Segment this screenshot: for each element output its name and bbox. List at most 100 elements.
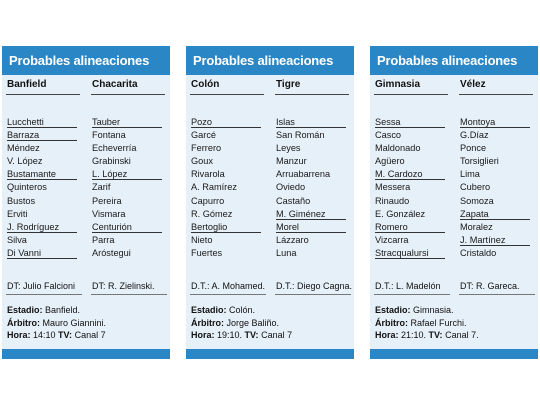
player-name: Casco <box>375 130 402 141</box>
match-info-row: Hora: 21:10. TV: Canal 7. <box>375 329 479 342</box>
team-name-home: Banfield <box>7 79 47 90</box>
player-list-away: Montoya G.Díaz Ponce Torsiglieri Lima Cubero S… <box>460 116 531 260</box>
team-header-rule <box>91 94 165 95</box>
player-name: V. López <box>7 156 43 167</box>
player-name: Maldonado <box>375 143 421 154</box>
match-info-row: Hora: 19:10. TV: Canal 7 <box>191 329 292 342</box>
player-name: Capurro <box>191 195 225 206</box>
hora-label: Hora: <box>375 330 399 340</box>
player-name: Lázzaro <box>276 234 309 245</box>
player-name: San Román <box>276 130 325 141</box>
panel-bottom-bar <box>370 349 538 359</box>
player-name: Arruabarrena <box>276 169 331 180</box>
team-name-away: Chacarita <box>92 79 138 90</box>
player-name: Cristaldo <box>460 247 497 258</box>
hora-value: 21:10. <box>398 330 429 340</box>
panel-body-background <box>186 75 354 349</box>
player-name: A. Ramírez <box>191 182 237 193</box>
match-info: Estadio: Colón. Árbitro: Jorge Baliño. Hor… <box>191 304 292 342</box>
player-name: Lima <box>460 169 480 180</box>
player-name: Méndez <box>7 143 40 154</box>
player-name: Vizcarra <box>375 234 409 245</box>
player-name: M. Cardozo <box>375 168 445 181</box>
match-info: Estadio: Banfield. Árbitro: Mauro Giannin… <box>7 304 106 342</box>
player-name: Garcé <box>191 130 217 141</box>
team-header-rule <box>459 94 533 95</box>
player-name: Leyes <box>276 143 301 154</box>
player-name: Luna <box>276 247 297 258</box>
match-panel-3: Probables alineaciones Gimnasia Sessa Casco… <box>370 46 538 359</box>
coach-rule <box>91 294 167 295</box>
player-name: Ponce <box>460 143 487 154</box>
player-name: Bertoglio <box>191 221 261 234</box>
player-name: Di Vanni <box>7 247 78 260</box>
team-name-home: Colón <box>191 79 220 90</box>
player-name: Grabinski <box>92 156 131 167</box>
player-name: Bustos <box>7 195 36 206</box>
hora-value: 14:10 <box>30 330 59 340</box>
arbitro-value: Jorge Baliño. <box>224 317 280 328</box>
panel-title: Probables alineaciones <box>2 46 170 75</box>
match-info-row: Árbitro: Jorge Baliño. <box>191 317 292 330</box>
team-name-home: Gimnasia <box>375 79 421 90</box>
player-list-away: Islas San Román Leyes Manzur Arruabarrena Ovi… <box>276 116 347 260</box>
player-name: Castaño <box>276 195 311 206</box>
coach-home: DT: Julio Falcioni <box>7 281 76 291</box>
player-list-home: Lucchetti Barraza Méndez V. López Bustamante… <box>7 116 78 260</box>
player-name: Romero <box>375 221 445 234</box>
arbitro-value: Rafael Furchi. <box>408 317 467 328</box>
player-list-away: Tauber Fontana Echeverría Grabinski L. López… <box>92 116 163 260</box>
coach-away: DT: R. Gareca. <box>460 281 520 291</box>
player-name: Parra <box>92 234 115 245</box>
team-header-rule <box>6 94 80 95</box>
match-info-row: Estadio: Banfield. <box>7 304 106 317</box>
player-name: Bustamante <box>7 168 78 181</box>
estadio-value: Colón. <box>226 305 256 315</box>
player-name: Zarif <box>92 182 111 193</box>
match-info-row: Estadio: Colón. <box>191 304 292 317</box>
coach-rule <box>6 294 82 295</box>
coach-rule <box>374 294 450 295</box>
panel-title: Probables alineaciones <box>370 46 538 75</box>
panel-bottom-bar <box>2 349 170 359</box>
player-name: Somoza <box>460 195 494 206</box>
player-name: Pozo <box>191 116 261 129</box>
coach-home: D.T.: A. Mohamed. <box>191 281 266 291</box>
team-header-rule <box>190 94 264 95</box>
player-name: Islas <box>276 116 347 129</box>
tv-label: TV: <box>428 330 443 340</box>
hora-value: 19:10. <box>214 330 245 340</box>
player-name: Agüero <box>375 156 405 167</box>
player-name: Stracqualursi <box>375 247 445 260</box>
panel-title: Probables alineaciones <box>186 46 354 75</box>
hora-label: Hora: <box>191 330 215 340</box>
estadio-label: Estadio: <box>191 305 227 315</box>
player-name: E. González <box>375 208 426 219</box>
player-name: Nieto <box>191 234 213 245</box>
player-name: Fontana <box>92 130 126 141</box>
coach-rule <box>459 294 535 295</box>
match-info-row: Árbitro: Mauro Giannini. <box>7 317 106 330</box>
coach-away: D.T.: Diego Cagna. <box>276 281 353 291</box>
team-header-rule <box>275 94 349 95</box>
arbitro-label: Árbitro: <box>191 317 224 328</box>
player-name: Barraza <box>7 129 78 142</box>
player-name: Silva <box>7 234 27 245</box>
player-name: Lucchetti <box>7 116 78 129</box>
player-name: Cubero <box>460 182 491 193</box>
team-name-away: Vélez <box>460 79 486 90</box>
player-name: L. López <box>92 168 163 181</box>
coach-rule <box>190 294 266 295</box>
player-name: Tauber <box>92 116 163 129</box>
player-name: J. Rodríguez <box>7 221 78 234</box>
player-name: Manzur <box>276 156 307 167</box>
arbitro-label: Árbitro: <box>375 317 408 328</box>
arbitro-label: Árbitro: <box>7 317 40 328</box>
match-info: Estadio: Gimnasia. Árbitro: Rafael Furchi… <box>375 304 479 342</box>
player-name: Montoya <box>460 116 531 129</box>
player-name: Sessa <box>375 116 445 129</box>
panel-bottom-bar <box>186 349 354 359</box>
arbitro-value: Mauro Giannini. <box>40 317 107 328</box>
team-header-rule <box>374 94 448 95</box>
tv-label: TV: <box>58 330 73 340</box>
